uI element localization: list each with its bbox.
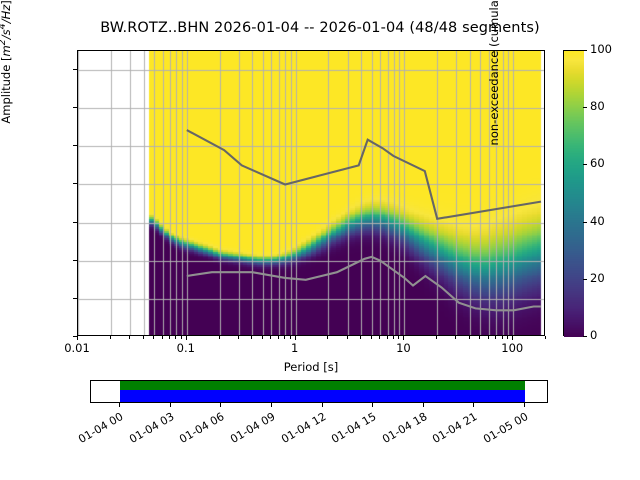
- x-minor-tick-mark: [502, 336, 503, 339]
- x-minor-tick-mark: [181, 336, 182, 339]
- colorbar-tick-label: 0: [590, 328, 598, 342]
- x-minor-tick-mark: [143, 336, 144, 339]
- x-minor-tick-mark: [169, 336, 170, 339]
- colorbar-tick-mark: [583, 222, 587, 223]
- colorbar-tick-mark: [583, 107, 587, 108]
- colorbar-gradient: [564, 51, 584, 337]
- y-tick-mark: [73, 259, 77, 261]
- x-minor-tick-mark: [398, 336, 399, 339]
- x-minor-tick-mark: [436, 336, 437, 339]
- x-tick-mark: [77, 336, 78, 340]
- data-coverage-bar: [120, 381, 525, 390]
- colorbar-tick-label: 100: [590, 42, 612, 56]
- ppsd-density-heatmap: [78, 51, 544, 335]
- colorbar: [563, 50, 584, 337]
- y-tick-mark: [73, 145, 77, 147]
- timeline-tick-mark: [423, 403, 424, 407]
- y-tick-mark: [73, 183, 77, 185]
- x-tick-mark: [186, 336, 187, 340]
- x-minor-tick-mark: [238, 336, 239, 339]
- timeline-tick-label: 01-05 00: [481, 410, 531, 446]
- x-minor-tick-mark: [110, 336, 111, 339]
- x-minor-tick-mark: [327, 336, 328, 339]
- y-tick-mark: [73, 69, 77, 71]
- y-tick-mark: [73, 221, 77, 223]
- timeline-tick-mark: [322, 403, 323, 407]
- segment-coverage-bar: [120, 390, 525, 402]
- x-minor-tick-mark: [360, 336, 361, 339]
- x-tick-label: 100: [501, 341, 524, 355]
- colorbar-tick-mark: [583, 279, 587, 280]
- colorbar-tick-label: 80: [590, 99, 605, 114]
- x-minor-tick-mark: [347, 336, 348, 339]
- x-minor-tick-mark: [251, 336, 252, 339]
- x-minor-tick-mark: [270, 336, 271, 339]
- x-minor-tick-mark: [175, 336, 176, 339]
- x-tick-mark: [512, 336, 513, 340]
- timeline-tick-mark: [372, 403, 373, 407]
- x-minor-tick-mark: [469, 336, 470, 339]
- x-minor-tick-mark: [545, 336, 546, 339]
- timeline-tick-label: 01-04 12: [278, 410, 328, 446]
- x-minor-tick-mark: [371, 336, 372, 339]
- timeline-tick-label: 01-04 09: [228, 410, 278, 446]
- timeline-tick-label: 01-04 00: [76, 410, 126, 446]
- x-tick-label: 1: [290, 341, 299, 355]
- x-axis-label: Period [s]: [283, 360, 339, 374]
- x-minor-tick-mark: [387, 336, 388, 339]
- timeline-tick-label: 01-04 21: [430, 410, 480, 446]
- x-minor-tick-mark: [162, 336, 163, 339]
- x-tick-label: 0.1: [176, 341, 195, 355]
- x-minor-tick-mark: [495, 336, 496, 339]
- colorbar-tick-label: 40: [590, 213, 605, 228]
- timeline-tick-label: 01-04 18: [379, 410, 430, 446]
- page-title: BW.ROTZ..BHN 2026-01-04 -- 2026-01-04 (4…: [100, 20, 540, 36]
- colorbar-tick-mark: [583, 336, 587, 337]
- timeline-tick-mark: [271, 403, 272, 407]
- x-minor-tick-mark: [153, 336, 154, 339]
- timeline-tick-label: 01-04 03: [126, 410, 177, 446]
- x-minor-tick-mark: [129, 336, 130, 339]
- y-axis-label: Amplitude [m2/s4/Hz] [dB]: [0, 0, 13, 124]
- ppsd-plot-area: [77, 50, 545, 336]
- colorbar-tick-mark: [583, 50, 587, 51]
- x-tick-mark: [403, 336, 404, 340]
- x-minor-tick-mark: [284, 336, 285, 339]
- timeline-tick-mark: [119, 403, 120, 407]
- x-tick-label: 10: [396, 341, 411, 355]
- x-minor-tick-mark: [278, 336, 279, 339]
- timeline-tick-mark: [220, 403, 221, 407]
- x-minor-tick-mark: [290, 336, 291, 339]
- colorbar-tick-mark: [583, 164, 587, 165]
- x-minor-tick-mark: [455, 336, 456, 339]
- colorbar-label: non-exceedance (cumulative) [%]: [487, 0, 501, 146]
- timeline-coverage-plot: [90, 380, 548, 403]
- x-minor-tick-mark: [219, 336, 220, 339]
- x-minor-tick-mark: [262, 336, 263, 339]
- x-minor-tick-mark: [379, 336, 380, 339]
- timeline-tick-mark: [170, 403, 171, 407]
- timeline-tick-mark: [473, 403, 474, 407]
- colorbar-tick-label: 20: [590, 270, 605, 285]
- timeline-tick-mark: [524, 403, 525, 407]
- timeline-tick-label: 01-04 15: [329, 410, 379, 446]
- y-tick-mark: [73, 107, 77, 109]
- x-minor-tick-mark: [479, 336, 480, 339]
- x-minor-tick-mark: [393, 336, 394, 339]
- x-tick-mark: [295, 336, 296, 340]
- x-minor-tick-mark: [507, 336, 508, 339]
- colorbar-tick-label: 60: [590, 156, 605, 171]
- timeline-tick-label: 01-04 06: [177, 410, 227, 446]
- x-tick-label: 0.01: [64, 341, 90, 355]
- x-minor-tick-mark: [488, 336, 489, 339]
- y-tick-mark: [73, 297, 77, 299]
- y-tick-mark: [73, 336, 77, 337]
